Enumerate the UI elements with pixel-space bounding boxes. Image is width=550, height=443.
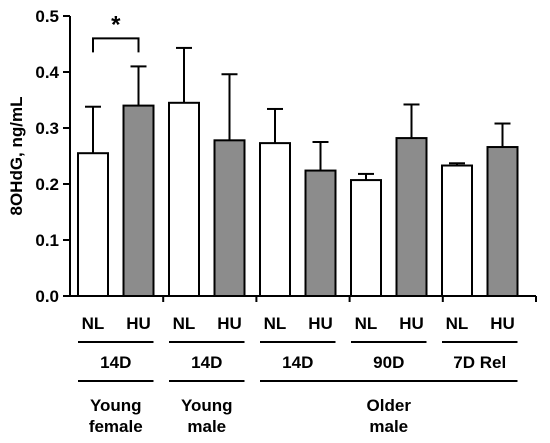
category-label: HU: [217, 314, 242, 333]
y-tick-label: 0.3: [35, 119, 59, 138]
group-label: male: [187, 417, 226, 436]
bar-5: [304, 169, 337, 297]
bar-3: [213, 139, 246, 297]
group-label: Young: [181, 396, 233, 415]
x-axis: [70, 295, 537, 302]
duration-label: 14D: [191, 353, 222, 372]
category-label: NL: [264, 314, 287, 333]
y-tick-label: 0.0: [35, 287, 59, 306]
duration-label: 14D: [100, 353, 131, 372]
bar-8: [441, 164, 473, 297]
group-labels: Young female Young male Older male: [78, 380, 518, 436]
duration-label: 90D: [373, 353, 404, 372]
group-label: female: [89, 417, 143, 436]
duration-labels: 14D 14D 14D 90D 7D Rel: [78, 341, 518, 372]
bar-6: [350, 179, 382, 297]
category-label: HU: [308, 314, 333, 333]
category-labels: NL HU NL HU NL HU NL HU NL HU: [82, 314, 515, 333]
y-axis: 0.0 0.1 0.2 0.3 0.4 0.5: [35, 7, 71, 306]
category-label: NL: [82, 314, 105, 333]
y-axis-title: 8OHdG, ng/mL: [7, 97, 26, 216]
category-label: HU: [126, 314, 151, 333]
duration-label: 7D Rel: [453, 353, 506, 372]
error-bars-layer: [85, 46, 511, 181]
category-label: NL: [446, 314, 469, 333]
duration-label: 14D: [282, 353, 313, 372]
category-label: NL: [355, 314, 378, 333]
category-label: NL: [173, 314, 196, 333]
bar-7: [395, 137, 428, 297]
bars-layer: [77, 101, 519, 297]
significance-bracket: [92, 37, 140, 53]
y-tick-label: 0.1: [35, 231, 59, 250]
category-label: HU: [399, 314, 424, 333]
bar-4: [259, 142, 291, 297]
category-label: HU: [490, 314, 515, 333]
y-tick-label: 0.5: [35, 7, 59, 26]
bar-0: [77, 152, 109, 297]
y-tick-label: 0.2: [35, 175, 59, 194]
group-label: male: [369, 417, 408, 436]
bar-9: [486, 146, 519, 297]
bar-1: [122, 104, 155, 297]
bar-2: [168, 101, 200, 297]
significance-star: *: [111, 11, 121, 38]
group-label: Older: [367, 396, 412, 415]
group-label: Young: [90, 396, 142, 415]
y-tick-label: 0.4: [35, 63, 59, 82]
significance-annotation: *: [92, 11, 140, 53]
